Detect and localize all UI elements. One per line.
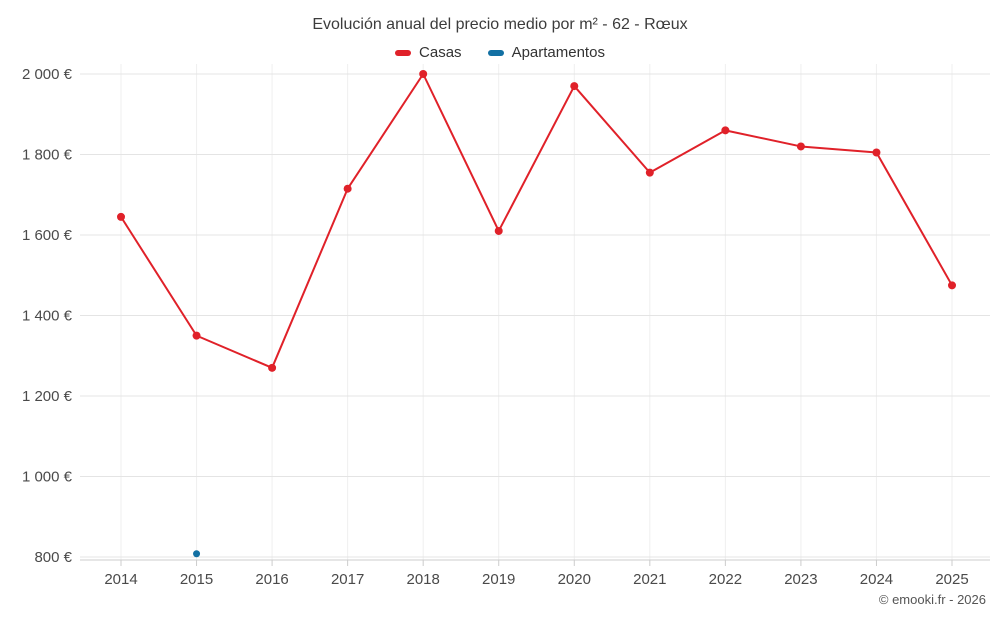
y-axis-tick-label: 1 800 € [22,147,73,164]
x-axis-tick-label: 2015 [180,571,213,588]
data-point-casas[interactable] [117,212,125,221]
x-axis-tick-label: 2014 [104,571,137,588]
chart-title: Evolución anual del precio medio por m² … [312,16,688,33]
x-axis-tick-label: 2024 [860,571,893,588]
chart-legend: Casas Apartamentos [0,44,1000,61]
y-axis-tick-label: 1 000 € [22,469,73,486]
data-point-casas[interactable] [570,82,579,91]
data-point-apartamentos[interactable] [193,550,201,558]
legend-label-apartamentos: Apartamentos [511,44,605,61]
x-axis-tick-label: 2018 [406,571,439,588]
casas-series-swatch [395,49,412,56]
x-axis-tick-label: 2025 [935,571,968,588]
y-axis-tick-label: 1 600 € [22,227,73,244]
x-axis-tick-label: 2017 [331,571,364,588]
x-axis-tick-label: 2021 [633,571,666,588]
y-axis-tick-label: 1 400 € [22,308,73,325]
x-axis-tick-label: 2016 [255,571,288,588]
legend-label-casas: Casas [419,44,462,61]
y-axis-tick-label: 1 200 € [22,388,73,405]
copyright-text: © emooki.fr - 2026 [878,592,986,607]
legend-item-apartamentos[interactable]: Apartamentos [487,44,605,61]
x-axis-tick-label: 2023 [784,571,817,588]
data-point-casas[interactable] [721,126,730,135]
data-point-casas[interactable] [419,70,428,78]
apartamentos-series-swatch [487,49,504,56]
x-axis-tick-label: 2020 [558,571,591,588]
data-point-casas[interactable] [645,168,654,177]
data-point-casas[interactable] [268,363,277,372]
data-point-casas[interactable] [796,142,805,151]
data-point-casas[interactable] [872,148,881,157]
data-point-casas[interactable] [494,226,503,235]
legend-item-casas[interactable]: Casas [395,44,462,61]
data-point-casas[interactable] [343,184,352,193]
data-point-casas[interactable] [948,281,956,290]
y-axis-tick-label: 800 € [34,549,72,566]
y-axis-tick-label: 2 000 € [22,66,73,83]
x-axis-tick-label: 2022 [709,571,742,588]
series-line-casas [120,73,953,369]
x-axis-tick-label: 2019 [482,571,515,588]
data-point-casas[interactable] [192,331,201,340]
